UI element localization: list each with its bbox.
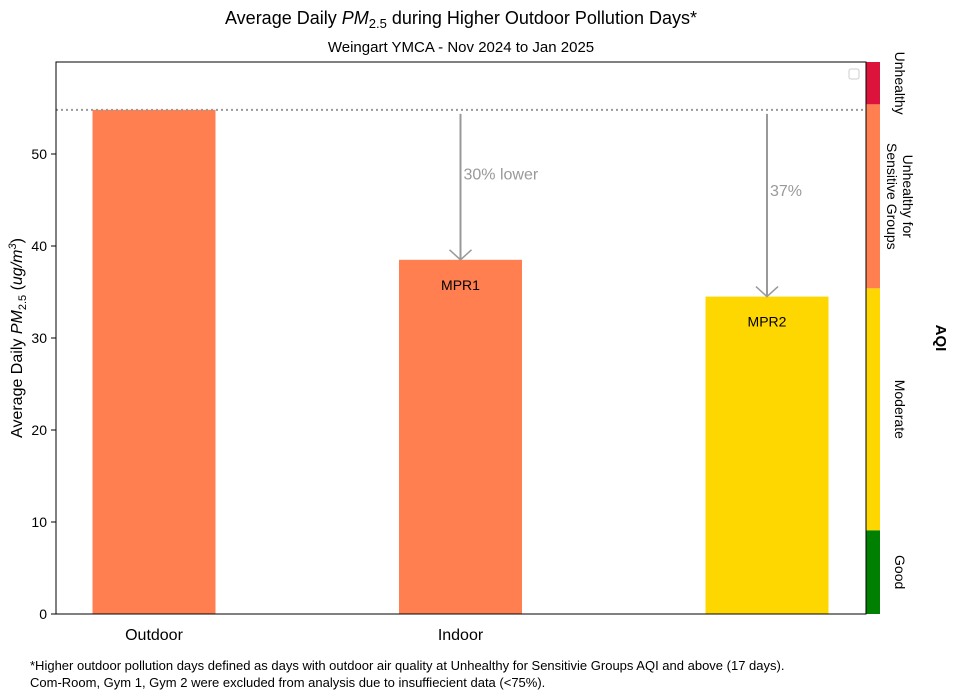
y-tick-label: 30	[31, 330, 47, 346]
y-tick-label: 20	[31, 422, 47, 438]
ylabel-part: PM	[9, 310, 26, 335]
title-part: Average Daily	[225, 8, 342, 28]
chart-subtitle: Weingart YMCA - Nov 2024 to Jan 2025	[328, 39, 594, 56]
bar	[92, 109, 216, 614]
arrow-head	[448, 249, 473, 261]
aqi-band	[866, 288, 880, 531]
footnote: *Higher outdoor pollution days defined a…	[30, 658, 784, 673]
ylabel-part: 2.5	[17, 295, 29, 310]
ylabel-part: Average Daily	[9, 334, 26, 438]
y-tick-label: 40	[31, 238, 47, 254]
bar	[399, 259, 522, 614]
y-tick-label: 10	[31, 514, 47, 530]
x-tick-label: Indoor	[438, 627, 484, 644]
aqi-band-label-line: Good	[892, 555, 908, 589]
aqi-band-label: Unhealthy forSensitive Groups	[884, 143, 916, 250]
chart-title: Average Daily PM2.5 during Higher Outdoo…	[225, 8, 697, 31]
aqi-band	[866, 62, 880, 105]
aqi-label: AQI	[932, 325, 949, 352]
aqi-band-label-line: Unhealthy	[892, 52, 908, 115]
ylabel-part: 3	[7, 243, 19, 250]
aqi-band-label-line: Moderate	[892, 380, 908, 439]
bar-label: MPR1	[441, 277, 480, 293]
ylabel-part: ug/m	[9, 250, 26, 286]
y-tick-label: 50	[31, 146, 47, 162]
aqi-band-label-line: Sensitive Groups	[884, 143, 900, 250]
arrow-head	[755, 286, 779, 298]
ylabel-part: )	[9, 238, 26, 243]
y-axis-label: Average Daily PM2.5 (ug/m3)	[7, 238, 29, 438]
footnote: Com-Room, Gym 1, Gym 2 were excluded fro…	[30, 675, 545, 690]
title-part: PM	[342, 8, 369, 28]
legend-box	[848, 68, 860, 80]
bar	[705, 296, 829, 614]
x-tick-label: Outdoor	[125, 627, 183, 644]
ylabel-part: (	[9, 284, 26, 294]
aqi-band	[866, 530, 880, 614]
y-tick-label: 0	[39, 606, 47, 622]
aqi-band-label: Good	[892, 555, 908, 589]
title-part: during Higher Outdoor Pollution Days*	[387, 8, 697, 28]
value-note: 37%	[770, 183, 802, 200]
title-part: 2.5	[369, 16, 387, 31]
aqi-band	[866, 104, 880, 289]
bar-label: MPR2	[748, 314, 787, 330]
value-note: 30% lower	[464, 167, 539, 184]
aqi-band-label-line: Unhealthy for	[900, 155, 916, 239]
aqi-band-label: Unhealthy	[892, 52, 908, 115]
aqi-band-label: Moderate	[892, 380, 908, 439]
